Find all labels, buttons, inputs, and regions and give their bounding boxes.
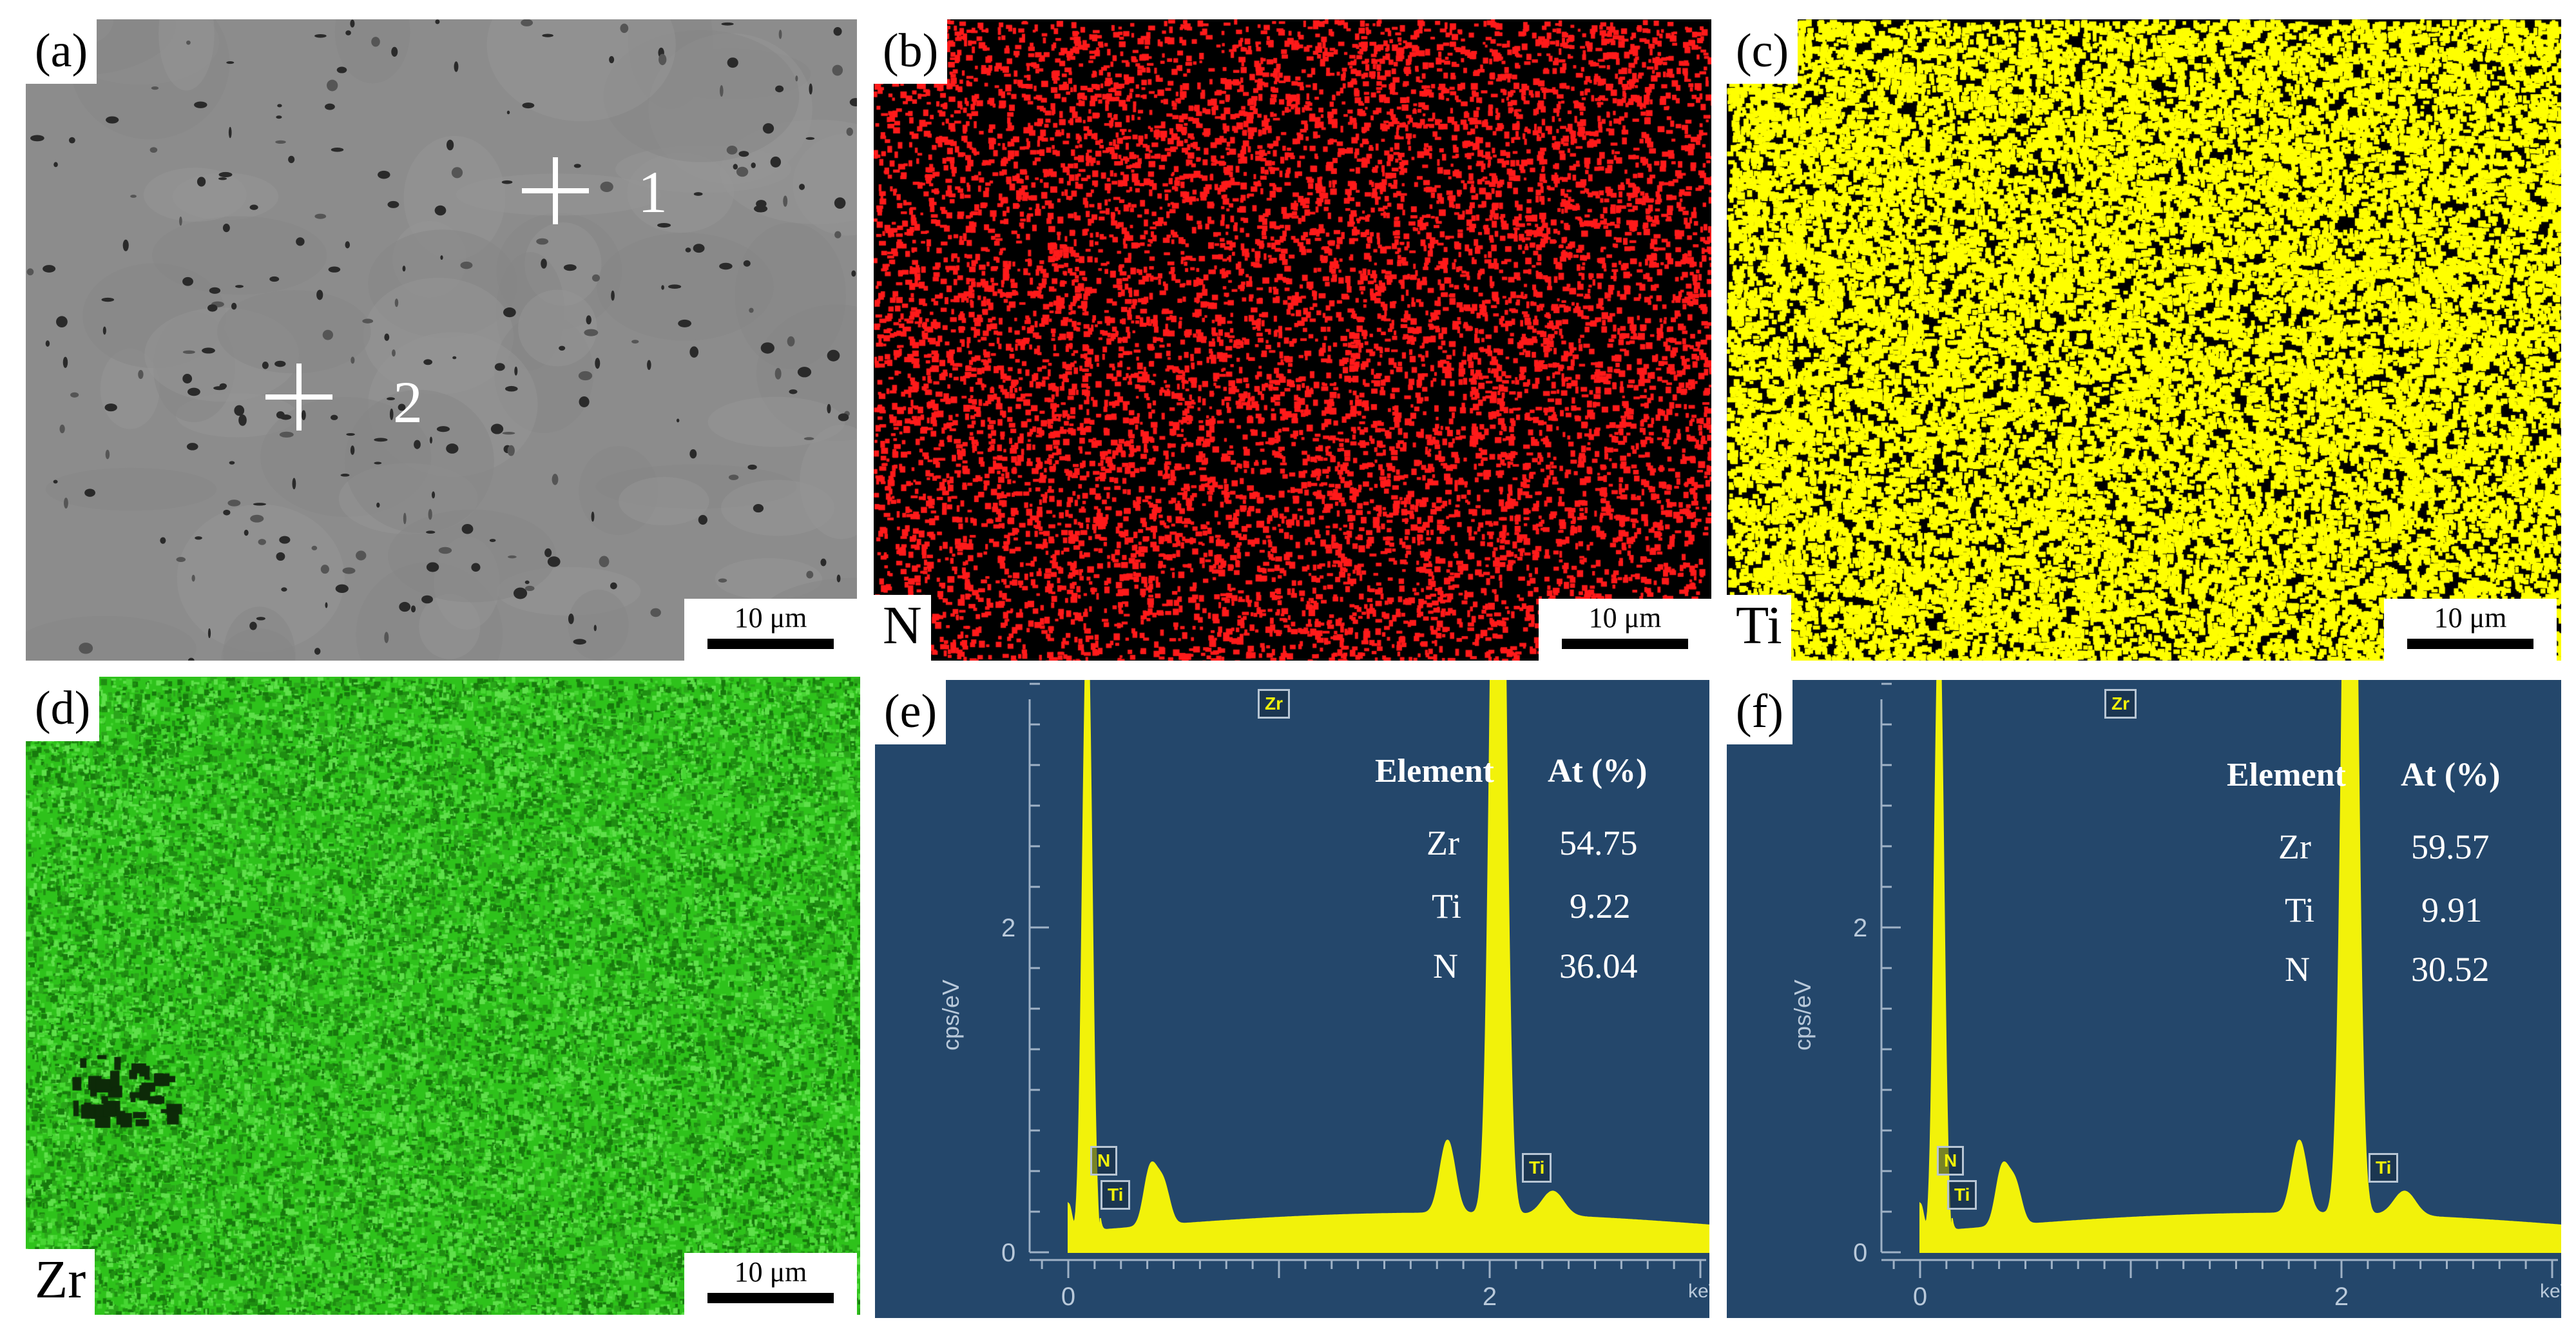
table-cell: 59.57 (2411, 828, 2490, 866)
y-axis-label: cps/eV (1789, 980, 1816, 1051)
y-tick-label: 2 (1853, 914, 1867, 942)
table-cell: N (1433, 947, 1458, 985)
y-tick-label: 2 (1001, 914, 1015, 942)
element-label-zr: Zr (26, 1249, 95, 1315)
peak-label-ti-low: Ti (1947, 1180, 1977, 1210)
scale-bar: 10 μm (684, 599, 857, 661)
x-axis-unit: keV (1688, 1281, 1709, 1302)
x-tick-label: 2 (1483, 1283, 1497, 1311)
panel-label-e: (e) (875, 680, 947, 744)
table-cell: 54.75 (1559, 824, 1638, 862)
scale-bar: 10 μm (1539, 599, 1711, 661)
x-tick-label: 2 (2334, 1283, 2349, 1311)
eds-spectrum-f: 0246cps/eV024keV (1789, 680, 2561, 1311)
n-element-map (874, 19, 1711, 661)
table-cell: 36.04 (1559, 947, 1638, 985)
table-header-element: Element (2227, 757, 2346, 793)
panel-label-a: (a) (26, 19, 97, 84)
sem-image-panel: (a) 1 2 10 μm (26, 19, 857, 661)
n-map-panel: (b) N 10 μm (874, 19, 1711, 661)
ti-map-panel: (c) Ti 10 μm (1727, 19, 2561, 661)
sem-micrograph (26, 19, 857, 661)
table-cell: Ti (2285, 891, 2315, 929)
y-tick-label: 0 (1001, 1239, 1015, 1267)
table-header-at: At (%) (1548, 753, 1648, 790)
peak-label-n: N (1090, 1146, 1118, 1176)
eds-spectrum-panel-f: 0246cps/eV024keV (f) Element At (%) Zr 5… (1727, 680, 2561, 1318)
table-cell: Zr (1427, 824, 1459, 862)
table-cell: 9.91 (2421, 891, 2483, 929)
panel-label-b: (b) (874, 19, 948, 84)
peak-label-zr: Zr (2104, 689, 2137, 719)
scale-bar: 10 μm (2384, 599, 2557, 661)
panel-label-d: (d) (26, 677, 100, 741)
peak-label-n: N (1937, 1146, 1965, 1176)
x-tick-label: 0 (1061, 1283, 1075, 1311)
element-label-n: N (874, 595, 931, 661)
peak-label-zr: Zr (1258, 689, 1290, 719)
peak-label-ti: Ti (2369, 1153, 2399, 1183)
table-cell: N (2285, 950, 2310, 989)
peak-label-ti: Ti (1522, 1153, 1552, 1183)
scale-bar: 10 μm (684, 1253, 857, 1315)
spectrum-curve (1068, 680, 1709, 1253)
table-cell: Zr (2278, 828, 2311, 866)
table-cell: Ti (1432, 887, 1462, 926)
element-label-ti: Ti (1727, 595, 1791, 661)
point-1-label: 1 (638, 159, 668, 225)
panel-label-f: (f) (1727, 680, 1793, 744)
table-header-element: Element (1375, 753, 1494, 790)
ti-element-map (1727, 19, 2561, 661)
table-cell: 9.22 (1570, 887, 1631, 926)
table-cell: 30.52 (2411, 950, 2490, 989)
panel-label-c: (c) (1727, 19, 1798, 84)
point-2-label: 2 (393, 369, 423, 435)
eds-spectrum-e: 0246cps/eV024keV (937, 680, 1709, 1311)
peak-label-ti-low: Ti (1101, 1180, 1131, 1210)
x-axis-unit: keV (2540, 1281, 2561, 1302)
spectrum-curve (1919, 680, 2561, 1253)
table-header-at: At (%) (2401, 757, 2501, 793)
y-tick-label: 0 (1853, 1239, 1867, 1267)
eds-spectrum-panel-e: 0246cps/eV024keV (e) Element At (%) Zr 5… (875, 680, 1709, 1318)
x-tick-label: 0 (1913, 1283, 1927, 1311)
zr-map-panel: (d) Zr 10 μm (26, 677, 860, 1315)
y-axis-label: cps/eV (937, 980, 964, 1051)
zr-element-map (26, 677, 860, 1315)
